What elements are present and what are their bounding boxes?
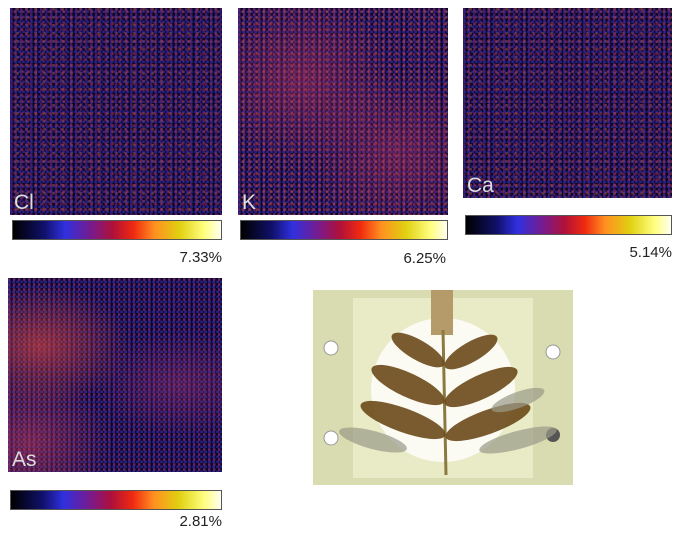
figure: {"panels": [ {"element": "Cl", "max": "7… — [0, 0, 688, 533]
element-label: As — [12, 448, 37, 472]
max-label: 5.14% — [572, 244, 672, 261]
as-map: As — [8, 278, 222, 472]
color-scale — [10, 490, 222, 510]
hole — [324, 431, 338, 445]
color-scale — [240, 220, 448, 240]
element-label: Ca — [467, 174, 494, 198]
element-label: K — [242, 191, 256, 215]
sample-photo — [313, 290, 573, 485]
color-scale — [465, 215, 672, 235]
max-label: 6.25% — [346, 250, 446, 267]
element-label: Cl — [14, 191, 34, 215]
ca-map: Ca — [463, 8, 672, 198]
max-label: 2.81% — [122, 513, 222, 530]
k-map: K — [238, 8, 448, 215]
tube — [431, 290, 453, 335]
hole — [546, 345, 560, 359]
cl-map: Cl — [10, 8, 222, 215]
max-label: 7.33% — [122, 249, 222, 266]
color-scale — [12, 220, 222, 240]
hole — [324, 341, 338, 355]
